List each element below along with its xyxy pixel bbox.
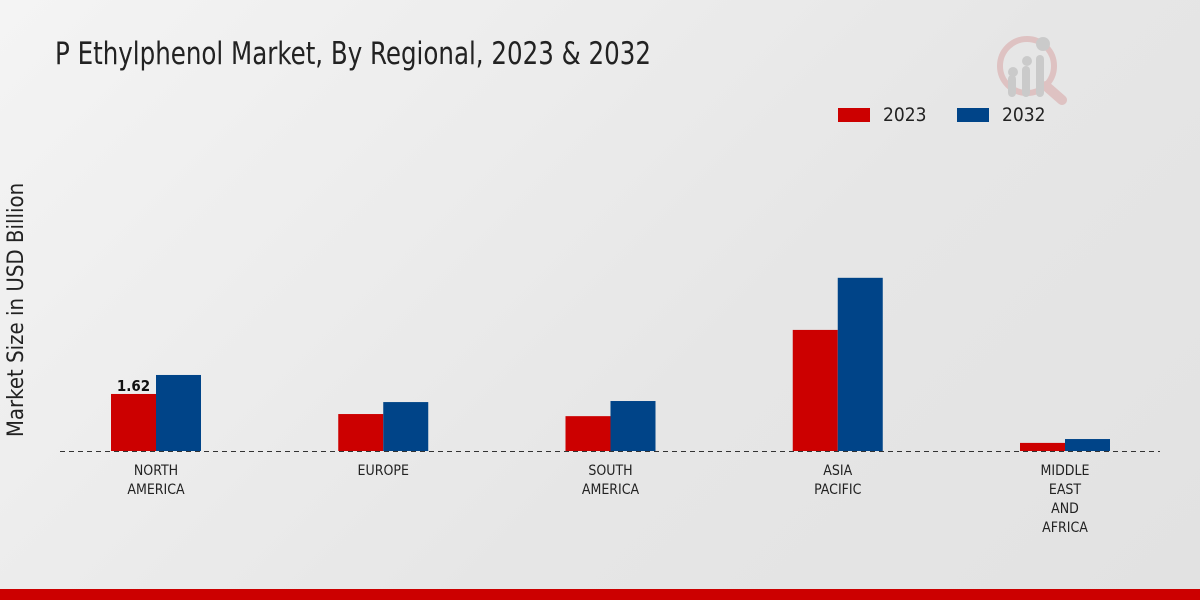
bar-2023-middle-east-and-africa — [1020, 442, 1065, 451]
bar-2023-europe — [338, 414, 384, 451]
x-tick-label: MIDDLE EAST AND AFRICA — [1041, 463, 1090, 536]
legend-item-2023: 2023 — [838, 104, 927, 126]
bar-2032-asia-pacific — [837, 277, 883, 451]
bar-2032-middle-east-and-africa — [1065, 439, 1110, 451]
bar-2032-south-america — [610, 401, 656, 451]
chart-title: P Ethylphenol Market, By Regional, 2023 … — [55, 36, 652, 72]
x-tick-label: ASIA PACIFIC — [814, 463, 862, 498]
footer-bar — [0, 589, 1200, 600]
legend-swatch-2023 — [838, 108, 870, 122]
legend-item-2032: 2032 — [957, 104, 1046, 126]
legend-label-2023: 2023 — [883, 104, 927, 126]
bar-2023-north-america — [111, 393, 156, 451]
bar-2032-europe — [383, 402, 429, 451]
bar-2023-south-america — [565, 416, 611, 451]
x-tick-label: SOUTH AMERICA — [582, 463, 640, 498]
x-tick-label: NORTH AMERICA — [127, 463, 185, 498]
bar-2023-asia-pacific — [792, 329, 838, 451]
bar-2032-north-america — [156, 374, 201, 451]
watermark-logo — [997, 36, 1067, 105]
legend-swatch-2032 — [957, 108, 989, 122]
data-label: 1.62 — [117, 377, 150, 395]
x-tick-label: EUROPE — [358, 463, 409, 479]
legend-label-2032: 2032 — [1002, 104, 1046, 126]
